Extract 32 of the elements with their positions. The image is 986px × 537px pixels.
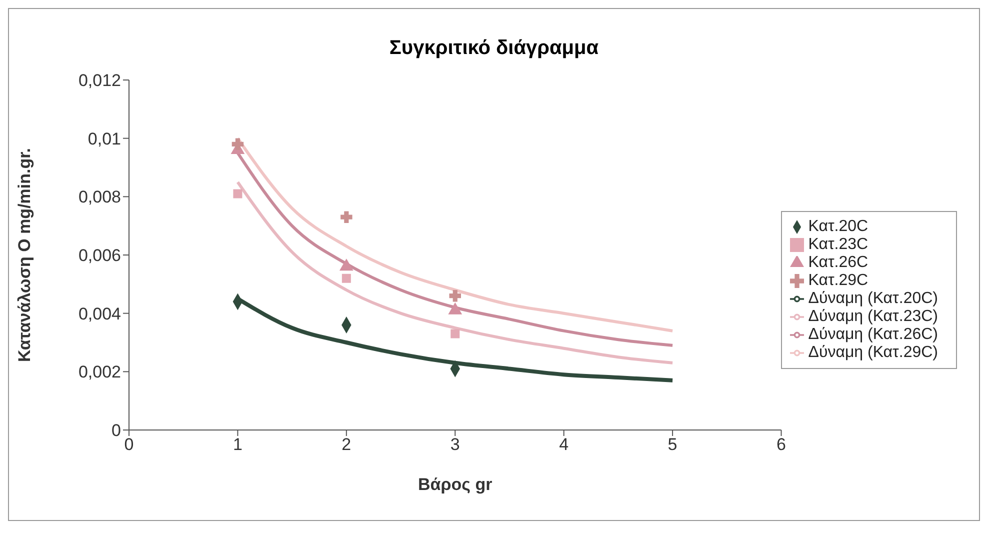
legend-label: Κατ.20C [808, 218, 868, 235]
legend-label: Κατ.26C [808, 254, 868, 271]
legend-label: Δύναμη (Κατ.23C) [808, 308, 938, 325]
x-tick-label: 6 [776, 435, 786, 454]
legend-label: Κατ.29C [808, 272, 868, 289]
point [342, 274, 351, 283]
chart-title: Συγκριτικό διάγραμμα [388, 37, 600, 60]
y-tick-label: 0,004 [78, 304, 121, 324]
x-tick-label: 3 [450, 435, 460, 454]
point [340, 211, 352, 223]
y-axis-title: Κατανάλωση O mg/min.gr. [15, 148, 34, 362]
legend-label: Δύναμη (Κατ.29C) [808, 344, 938, 361]
point [233, 189, 242, 198]
y-tick-label: 0,002 [78, 362, 121, 382]
x-tick-label: 4 [559, 435, 569, 454]
y-tick-label: 0,01 [88, 129, 121, 148]
x-axis-title: Βάρος gr [418, 475, 493, 494]
legend-label: Δύναμη (Κατ.20C) [808, 290, 938, 307]
y-tick-label: 0,008 [78, 188, 121, 207]
point [449, 290, 461, 302]
legend-label: Κατ.23C [808, 236, 868, 253]
x-tick-label: 1 [232, 435, 242, 454]
y-tick-label: 0,012 [78, 71, 121, 90]
point [450, 329, 460, 338]
y-tick-label: 0,006 [78, 246, 121, 266]
line-series [236, 180, 674, 364]
y-tick-label: 0 [112, 421, 121, 440]
x-tick-label: 5 [668, 435, 678, 454]
x-tick-label: 2 [342, 435, 352, 454]
point [232, 138, 244, 150]
legend-label: Δύναμη (Κατ.26C) [808, 326, 938, 343]
x-tick-label: 0 [124, 435, 134, 454]
